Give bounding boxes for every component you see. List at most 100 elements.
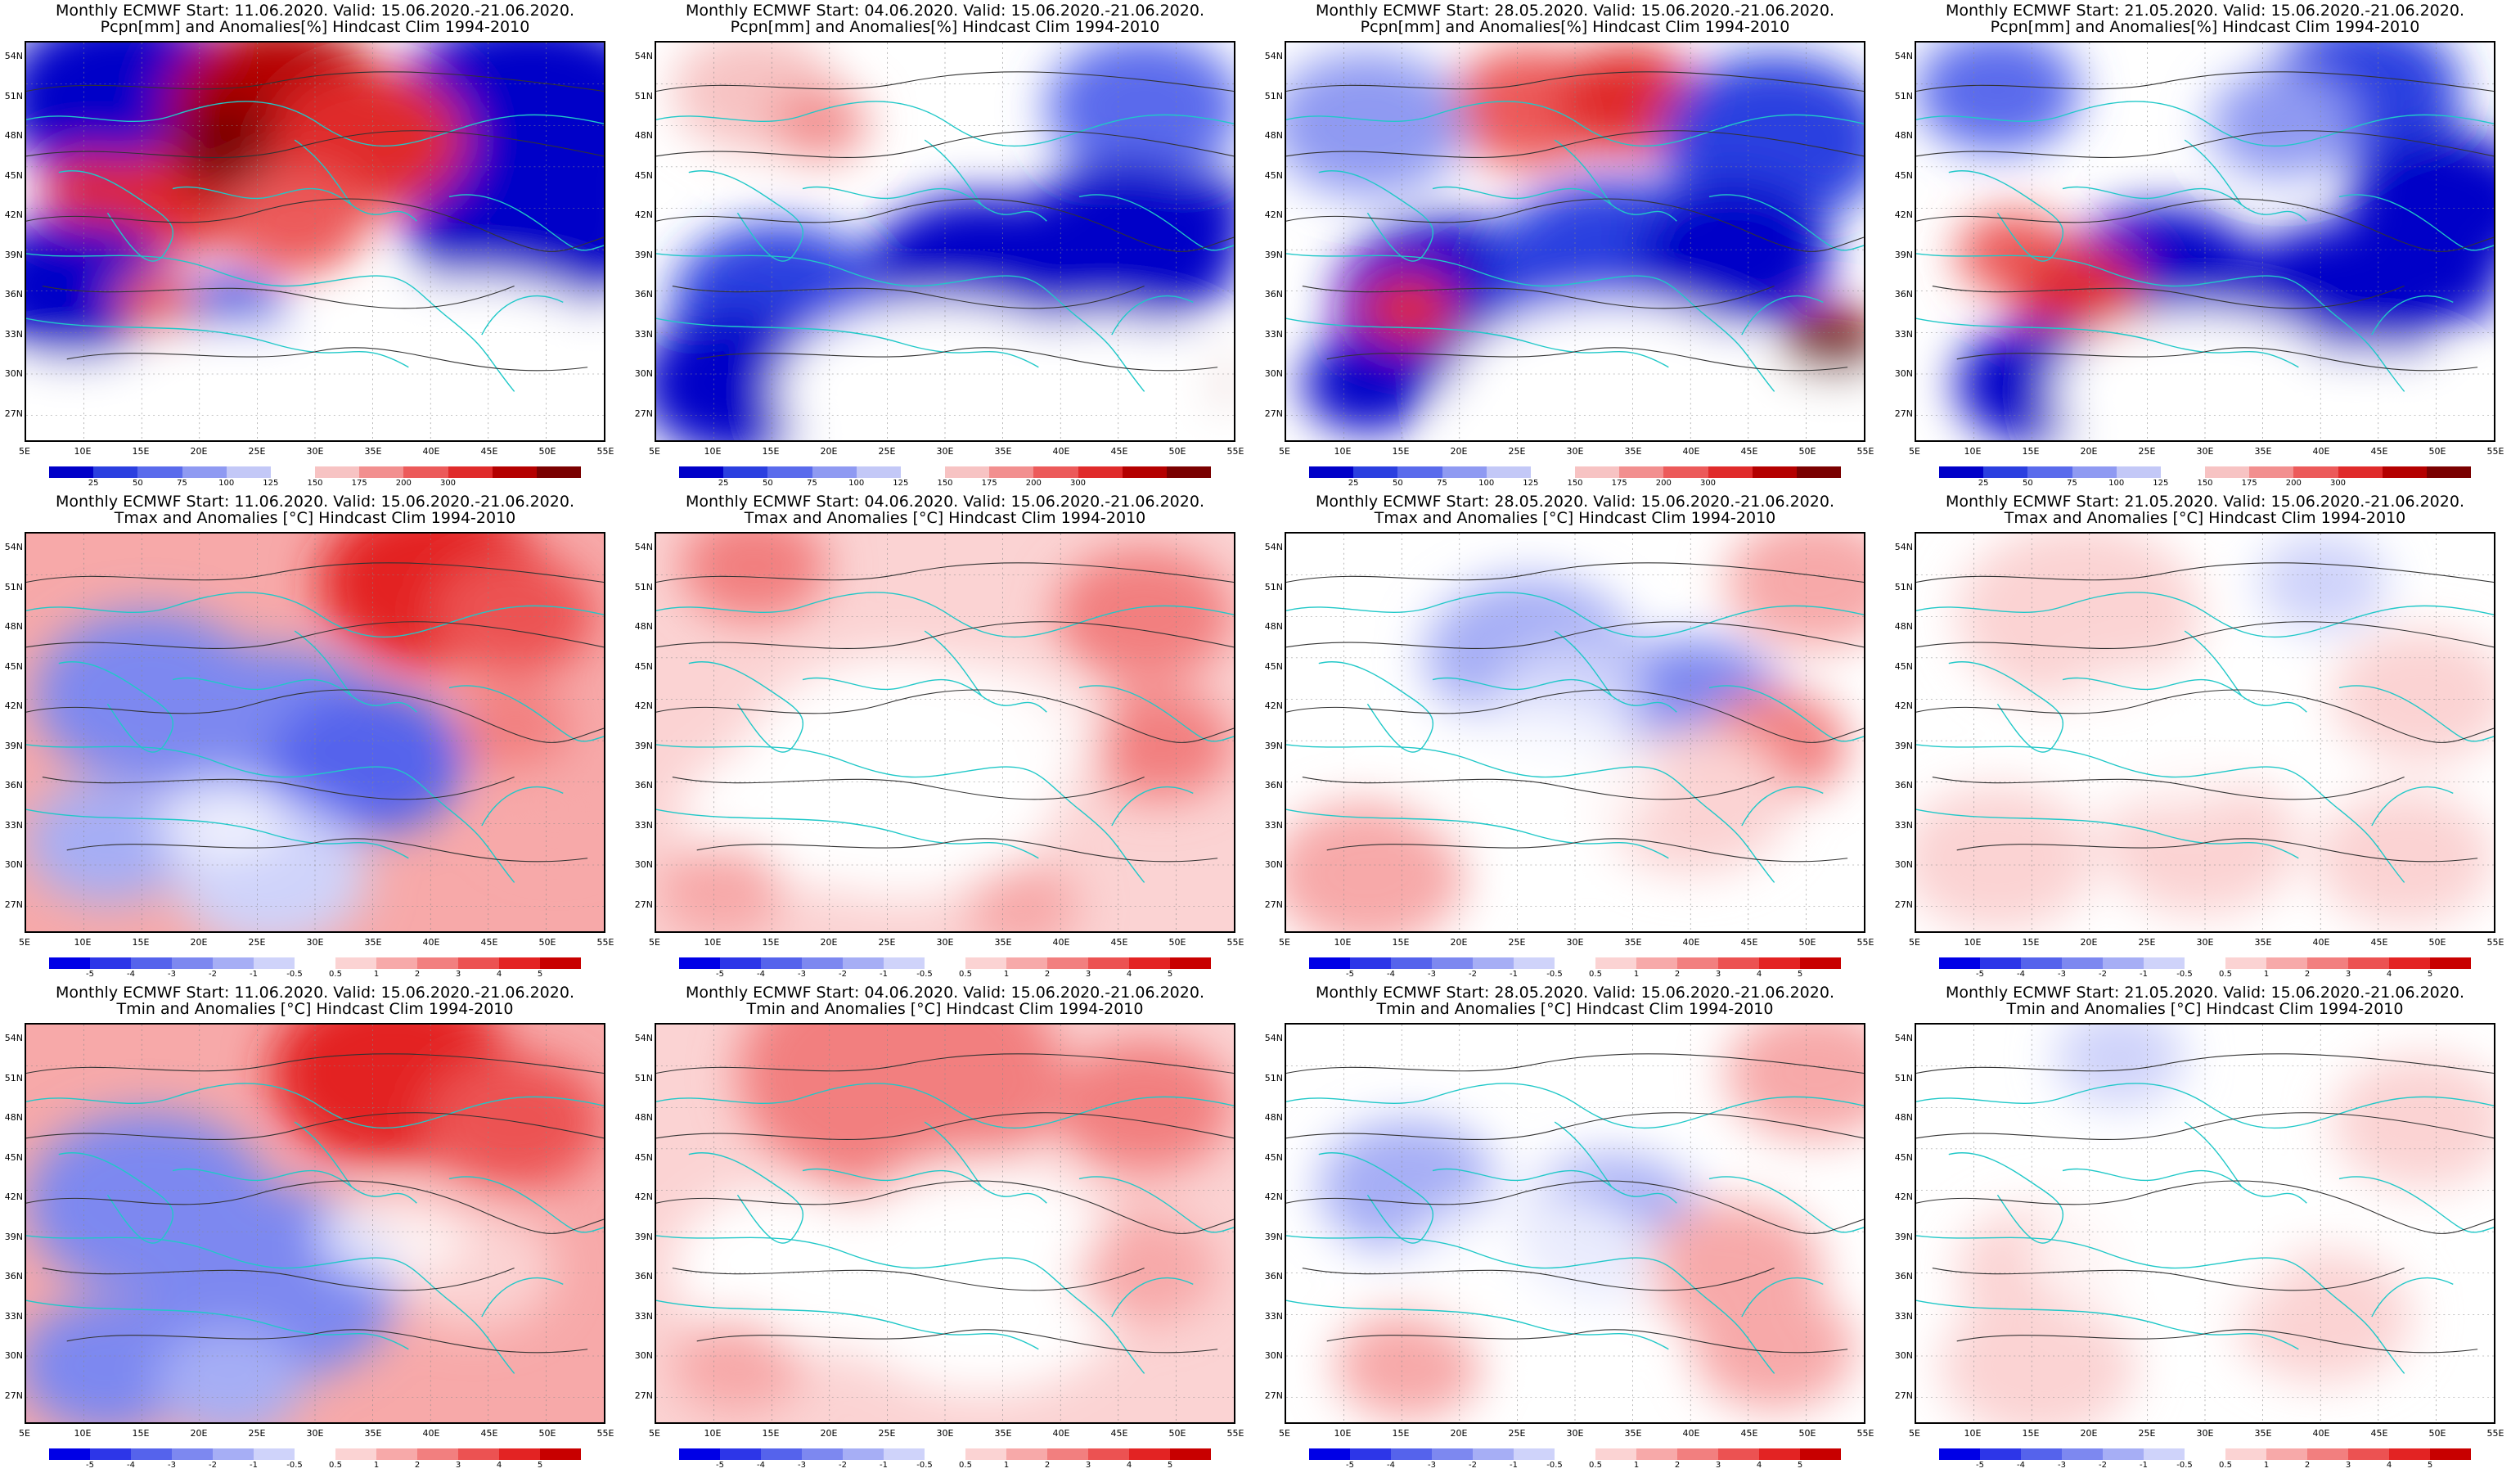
lat-tick-label: 39N — [4, 249, 23, 260]
colorbar-label: 75 — [177, 479, 187, 488]
lon-tick-label: 45E — [2370, 446, 2388, 457]
colorbar-label: -3 — [168, 1461, 176, 1470]
anomaly-blob — [2331, 628, 2494, 764]
lon-tick-label: 5E — [19, 1428, 30, 1439]
colorbar-label: -5 — [1346, 970, 1354, 979]
map-area — [25, 41, 605, 442]
lat-tick-label: 27N — [4, 899, 23, 910]
lat-tick-label: 36N — [4, 780, 23, 791]
colorbar-label: 4 — [496, 970, 502, 979]
colorbar-swatch — [1800, 1448, 1841, 1460]
anomaly-blob — [1916, 785, 2095, 931]
lon-tick-label: 30E — [306, 1428, 324, 1439]
colorbar-swatch — [1170, 1448, 1211, 1460]
lon-tick-label: 40E — [2312, 937, 2330, 948]
colorbar-label: 150 — [307, 479, 323, 488]
anomaly-blob — [1956, 534, 2201, 706]
colorbar-swatch — [2430, 957, 2471, 969]
map-area — [1285, 532, 1865, 933]
colorbar-swatch — [2426, 466, 2472, 478]
anomaly-field — [1286, 534, 1864, 931]
colorbar-swatch — [213, 1448, 254, 1460]
contour-line — [1956, 838, 2478, 863]
lat-tick-label: 45N — [4, 1151, 23, 1163]
anomaly-field — [26, 43, 604, 440]
colorbar-label: -5 — [86, 970, 94, 979]
lat-tick-label: 39N — [4, 740, 23, 751]
lon-tick-label: 20E — [820, 937, 838, 948]
colorbar-swatch — [1595, 957, 1636, 969]
colorbar-swatch — [226, 466, 271, 478]
anomaly-blob — [1286, 50, 1465, 197]
lat-tick-label: 51N — [1264, 1072, 1283, 1083]
colorbar-swatch — [1514, 957, 1555, 969]
colorbar-swatch — [2293, 466, 2338, 478]
anomaly-field — [1916, 534, 2494, 931]
colorbar-label: 25 — [1978, 479, 1989, 488]
colorbar-label: 50 — [132, 479, 143, 488]
colorbar-label: -1 — [880, 970, 888, 979]
colorbar-swatches — [49, 1448, 581, 1460]
lat-tick-label: 36N — [1894, 1271, 1913, 1282]
colorbar-swatch — [182, 466, 227, 478]
colorbar-swatch — [2266, 1448, 2307, 1460]
coastline — [2062, 186, 2307, 222]
lon-tick-label: 30E — [936, 446, 954, 457]
anomaly-blob — [2208, 69, 2356, 179]
colorbar-label: 4 — [496, 1461, 502, 1470]
lat-tick-label: 36N — [634, 1271, 653, 1282]
panel-title: Monthly ECMWF Start: 04.06.2020. Valid: … — [686, 493, 1204, 511]
lon-tick-label: 20E — [2080, 1428, 2098, 1439]
colorbar-swatch — [2382, 466, 2427, 478]
colorbar-label: -0.5 — [916, 970, 933, 979]
lon-tick-label: 50E — [2428, 446, 2446, 457]
coastline — [448, 1176, 604, 1233]
colorbar-swatch — [884, 1448, 925, 1460]
colorbar-swatch — [1800, 957, 1841, 969]
lat-tick-label: 27N — [634, 408, 653, 419]
colorbar-swatch — [315, 466, 360, 478]
lat-tick-label: 33N — [1894, 1310, 1913, 1322]
lat-tick-label: 33N — [4, 819, 23, 831]
colorbar-label: 2 — [1674, 970, 1681, 979]
colorbar-label: 150 — [937, 479, 953, 488]
anomaly-blob — [1334, 1310, 1482, 1421]
lat-tick-label: 42N — [1264, 1191, 1283, 1202]
colorbar-swatch — [335, 957, 376, 969]
lat-tick-label: 39N — [1894, 249, 1913, 260]
lon-tick-label: 20E — [190, 937, 208, 948]
colorbar-swatch — [499, 1448, 540, 1460]
map-panel: Monthly ECMWF Start: 21.05.2020. Valid: … — [1890, 0, 2520, 491]
anomaly-blob — [770, 87, 868, 160]
colorbar-swatches — [679, 1448, 1211, 1460]
colorbar-swatch — [1796, 466, 1842, 478]
colorbar: 25 50 75 100 125 150 175 200 300 — [679, 466, 1212, 491]
colorbar-swatch — [1391, 1448, 1432, 1460]
lon-tick-label: 45E — [1110, 446, 1128, 457]
colorbar-label: 4 — [2386, 970, 2392, 979]
map-panel: Monthly ECMWF Start: 11.06.2020. Valid: … — [0, 982, 630, 1473]
colorbar-label: 200 — [395, 479, 412, 488]
colorbar-swatches — [1309, 957, 1841, 969]
colorbar-label: 3 — [1085, 1461, 1091, 1470]
colorbar-swatch — [172, 957, 213, 969]
lon-tick-label: 15E — [2022, 446, 2040, 457]
colorbar-swatch — [1166, 466, 1212, 478]
colorbar-swatch — [945, 466, 990, 478]
coastline — [58, 170, 173, 262]
contour-line — [1286, 71, 1864, 92]
colorbar-swatch — [1677, 957, 1718, 969]
lat-tick-label: 51N — [1894, 581, 1913, 592]
colorbar: -5 -4 -3 -2 -1 -0.5 0.5 1 2 3 4 5 — [49, 957, 581, 982]
lon-tick-label: 15E — [2022, 1428, 2040, 1439]
colorbar-label: -5 — [716, 970, 724, 979]
colorbar-label: -0.5 — [2176, 970, 2193, 979]
colorbar-label: 5 — [537, 1461, 543, 1470]
contour-line — [656, 198, 1234, 252]
colorbar-swatch — [1677, 1448, 1718, 1460]
lat-tick-label: 42N — [634, 209, 653, 220]
contour-line — [42, 777, 515, 800]
colorbar-swatch — [1391, 957, 1432, 969]
lat-tick-label: 45N — [1264, 1151, 1283, 1163]
anomaly-blob — [1087, 689, 1234, 800]
